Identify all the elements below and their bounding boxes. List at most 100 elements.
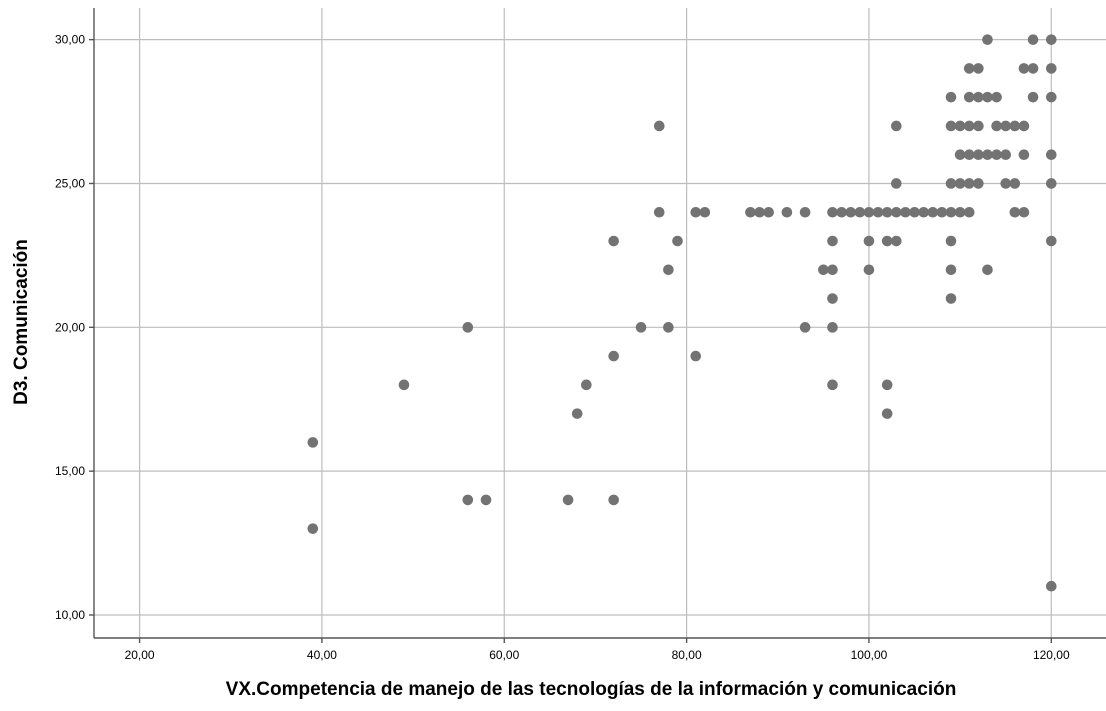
data-point bbox=[973, 63, 984, 74]
y-axis-title: D3. Comunicación bbox=[11, 239, 32, 405]
data-point bbox=[963, 91, 975, 103]
data-point bbox=[954, 206, 966, 218]
data-point bbox=[1045, 91, 1057, 103]
y-tick-label: 15,00 bbox=[55, 464, 85, 478]
data-point bbox=[863, 235, 875, 247]
data-point bbox=[480, 494, 492, 506]
data-points bbox=[307, 34, 1057, 592]
data-point bbox=[672, 235, 683, 247]
y-tick-labels: 10,00 15,00 20,00 25,00 30,00 bbox=[55, 33, 85, 622]
y-tick-label: 10,00 bbox=[55, 608, 85, 622]
data-point bbox=[690, 206, 702, 218]
data-point bbox=[827, 379, 838, 391]
data-point bbox=[963, 63, 975, 74]
data-point bbox=[827, 322, 838, 333]
data-point bbox=[1009, 178, 1021, 189]
data-point bbox=[954, 178, 966, 189]
y-tick-label: 25,00 bbox=[55, 176, 85, 190]
data-point bbox=[881, 206, 893, 218]
data-point bbox=[918, 206, 929, 218]
data-point bbox=[398, 379, 410, 391]
data-point bbox=[891, 178, 902, 189]
x-tick-label: 80,00 bbox=[672, 648, 702, 662]
data-point bbox=[1000, 120, 1012, 132]
x-axis-title: VX.Competencia de manejo de las tecnolog… bbox=[226, 679, 957, 700]
y-tick-label: 30,00 bbox=[55, 33, 85, 47]
data-point bbox=[927, 206, 939, 218]
data-point bbox=[571, 408, 583, 419]
y-tick-label: 20,00 bbox=[55, 320, 85, 334]
data-point bbox=[690, 350, 702, 362]
data-point bbox=[945, 235, 957, 247]
data-point bbox=[608, 235, 619, 247]
data-point bbox=[991, 91, 1002, 103]
data-point bbox=[982, 149, 993, 161]
data-point bbox=[945, 264, 957, 276]
data-point bbox=[754, 206, 765, 218]
data-point bbox=[462, 494, 474, 506]
data-point bbox=[900, 206, 911, 218]
data-point bbox=[818, 264, 829, 276]
data-point bbox=[799, 322, 811, 333]
data-point bbox=[1045, 63, 1057, 74]
grid-lines bbox=[94, 8, 1106, 638]
data-point bbox=[863, 206, 875, 218]
x-tick-label: 20,00 bbox=[125, 648, 155, 662]
data-point bbox=[991, 149, 1002, 161]
data-point bbox=[1000, 149, 1012, 161]
data-point bbox=[581, 379, 592, 391]
data-point bbox=[963, 178, 975, 189]
data-point bbox=[1018, 63, 1030, 74]
data-point bbox=[608, 494, 619, 506]
data-point bbox=[982, 34, 993, 45]
data-point bbox=[1027, 63, 1039, 74]
data-point bbox=[982, 264, 993, 276]
data-point bbox=[699, 206, 711, 218]
x-tick-label: 60,00 bbox=[489, 648, 519, 662]
data-point bbox=[872, 206, 884, 218]
data-point bbox=[973, 149, 984, 161]
x-tick-label: 40,00 bbox=[307, 648, 337, 662]
x-tick-label: 100,00 bbox=[851, 648, 888, 662]
data-point bbox=[881, 408, 893, 419]
data-point bbox=[1018, 120, 1030, 132]
data-point bbox=[307, 523, 319, 534]
data-point bbox=[1045, 235, 1057, 247]
data-point bbox=[307, 437, 319, 448]
data-point bbox=[963, 206, 975, 218]
data-point bbox=[1000, 178, 1012, 189]
data-point bbox=[973, 120, 984, 132]
data-point bbox=[462, 322, 474, 333]
data-point bbox=[781, 206, 793, 218]
data-point bbox=[845, 206, 857, 218]
data-point bbox=[863, 264, 875, 276]
x-tick-labels: 20,00 40,00 60,00 80,00 100,00 120,00 bbox=[125, 648, 1070, 662]
data-point bbox=[836, 206, 847, 218]
data-point bbox=[963, 120, 975, 132]
data-point bbox=[891, 235, 902, 247]
data-point bbox=[909, 206, 920, 218]
data-point bbox=[827, 264, 838, 276]
data-point bbox=[991, 120, 1002, 132]
data-point bbox=[945, 91, 957, 103]
data-point bbox=[881, 235, 893, 247]
data-point bbox=[936, 206, 948, 218]
data-point bbox=[827, 293, 838, 304]
data-point bbox=[954, 120, 966, 132]
data-point bbox=[1045, 178, 1057, 189]
data-point bbox=[1045, 580, 1057, 592]
data-point bbox=[1045, 149, 1057, 161]
data-point bbox=[1045, 34, 1057, 45]
data-point bbox=[945, 206, 957, 218]
data-point bbox=[945, 293, 957, 304]
data-point bbox=[799, 206, 811, 218]
axes bbox=[89, 8, 1106, 643]
data-point bbox=[827, 235, 838, 247]
data-point bbox=[891, 120, 902, 132]
data-point bbox=[945, 178, 957, 189]
data-point bbox=[653, 120, 665, 132]
data-point bbox=[891, 206, 902, 218]
data-point bbox=[663, 322, 674, 333]
data-point bbox=[635, 322, 647, 333]
